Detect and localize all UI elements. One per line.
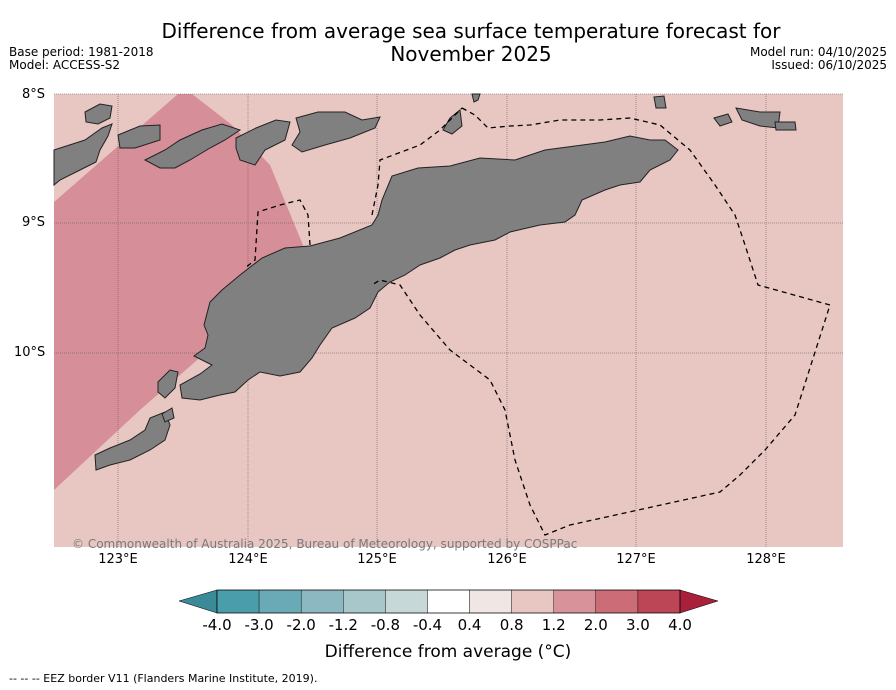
landmasses: [53, 93, 797, 471]
colorbar-box: [511, 589, 554, 614]
small-island-5: [471, 93, 481, 103]
colorbar-tick-label: -4.0: [202, 616, 232, 634]
colorbar-box: [595, 589, 639, 614]
colorbar-tick-label: -3.0: [244, 616, 274, 634]
solor-island: [117, 124, 161, 149]
meta-right: Model run: 04/10/2025 Issued: 06/10/2025: [750, 46, 887, 72]
rote-island: [157, 369, 179, 399]
lon-label-124e: 124°E: [228, 552, 268, 567]
lon-label-123e: 123°E: [98, 552, 138, 567]
lon-label-125e: 125°E: [357, 552, 397, 567]
colorbar-box: [216, 589, 260, 614]
issued-date: Issued: 06/10/2025: [771, 58, 887, 72]
eez-border: [244, 107, 831, 536]
sawu-island: [94, 411, 171, 471]
colorbar-box: [553, 589, 597, 614]
model-run: Model run: 04/10/2025: [749, 45, 887, 59]
atauro-island: [442, 109, 463, 135]
small-island-4: [161, 407, 175, 423]
colorbar-title: Difference from average (°C): [324, 642, 572, 662]
lon-label-128e: 128°E: [746, 552, 786, 567]
alor-island: [291, 111, 381, 153]
colorbar-box: [427, 589, 470, 614]
colorbar-tick-label: 1.2: [541, 616, 566, 634]
colorbar-box: [469, 589, 512, 614]
pantar-island: [235, 119, 291, 166]
model-name: Model: ACCESS-S2: [9, 58, 121, 72]
colorbar-tick-label: 3.0: [625, 616, 650, 634]
lat-label-8s: 8°S: [22, 87, 46, 102]
colorbar-tick-label: 2.0: [583, 616, 608, 634]
colorbar-boxes: [216, 589, 681, 614]
eez-footnote: -- -- -- EEZ border V11 (Flanders Marine…: [9, 672, 318, 685]
lon-label-126e: 126°E: [487, 552, 527, 567]
colorbar-box: [300, 589, 344, 614]
colorbar-frame: [216, 589, 681, 614]
lat-label-10s: 10°S: [14, 345, 46, 360]
title-line-2: November 2025: [390, 42, 552, 66]
colorbar-tick-label: -1.2: [328, 616, 358, 634]
small-island-1: [774, 121, 797, 131]
colorbar-tick-label: -2.0: [286, 616, 316, 634]
small-island-2: [653, 95, 667, 109]
title-line-1: Difference from average sea surface temp…: [161, 19, 781, 43]
colorbar-tick-label: 4.0: [668, 616, 692, 634]
colorbar-under-arrow: [178, 589, 218, 614]
colorbar-tick-label: -0.8: [370, 616, 400, 634]
colorbar-tick-label: -0.4: [412, 616, 443, 634]
timor-island: [179, 135, 679, 401]
warm-anomaly-region: [54, 94, 305, 490]
lat-label-9s: 9°S: [22, 215, 46, 230]
colorbar-box: [385, 589, 428, 614]
colorbar-over-arrow: [679, 589, 719, 614]
adonara-lembata: [143, 123, 242, 169]
colorbar-box: [258, 589, 302, 614]
meta-left: Base period: 1981-2018 Model: ACCESS-S2: [9, 46, 154, 72]
map-title: Difference from average sea surface temp…: [0, 20, 896, 66]
small-island-3: [713, 113, 733, 127]
base-period: Base period: 1981-2018: [9, 45, 154, 59]
colorbar-box: [637, 589, 681, 614]
lon-label-127e: 127°E: [616, 552, 656, 567]
colorbar: [178, 589, 719, 614]
flores-east: [53, 123, 113, 187]
colorbar-tick-label: 0.4: [457, 616, 482, 634]
colorbar-tick-label: 0.8: [499, 616, 524, 634]
copyright-notice: © Commonwealth of Australia 2025, Bureau…: [72, 537, 578, 551]
north-isle: [84, 103, 113, 125]
colorbar-box: [343, 589, 386, 614]
